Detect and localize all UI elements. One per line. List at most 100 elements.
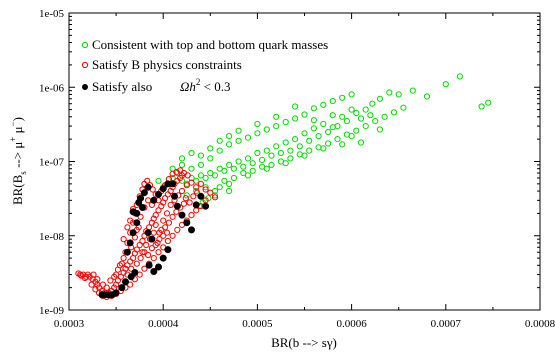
point-b-physics — [167, 201, 174, 208]
point-relic-density — [139, 204, 146, 211]
point-consistent-masses — [183, 192, 190, 199]
point-b-physics — [94, 276, 101, 283]
point-b-physics — [163, 210, 171, 217]
x-tick-label: 0.0008 — [525, 318, 555, 330]
point-b-physics — [163, 229, 171, 236]
point-consistent-masses — [386, 89, 393, 96]
point-b-physics — [211, 194, 219, 201]
point-b-physics — [183, 182, 190, 189]
point-b-physics — [178, 187, 186, 195]
point-b-physics — [141, 265, 148, 272]
point-consistent-masses — [216, 147, 223, 154]
point-consistent-masses — [277, 149, 284, 157]
y-tick-label: 1e-05 — [39, 8, 65, 20]
point-consistent-masses — [207, 169, 214, 177]
point-consistent-masses — [301, 111, 308, 118]
point-consistent-masses — [343, 118, 350, 125]
point-consistent-masses — [197, 161, 204, 168]
point-consistent-masses — [254, 120, 261, 128]
point-consistent-masses — [306, 147, 313, 154]
point-consistent-masses — [329, 112, 336, 119]
point-b-physics — [184, 172, 191, 179]
point-relic-density — [171, 192, 178, 200]
point-consistent-masses — [268, 152, 275, 159]
point-consistent-masses — [367, 112, 374, 119]
point-consistent-masses — [339, 94, 346, 101]
point-relic-density — [183, 219, 191, 227]
point-relic-density — [148, 235, 156, 243]
point-relic-density — [159, 254, 167, 262]
point-consistent-masses — [263, 126, 270, 133]
point-b-physics — [160, 217, 167, 224]
point-b-physics — [173, 169, 180, 176]
axis-ticks: 0.0003 0.0004 0.0005 0.0006 0.0007 0.0008 1e-0… — [39, 8, 555, 330]
point-consistent-masses — [353, 127, 360, 134]
point-b-physics — [139, 249, 146, 256]
point-b-physics — [188, 179, 195, 186]
point-b-physics — [81, 274, 89, 282]
point-b-physics — [128, 265, 135, 272]
point-relic-density — [202, 202, 210, 210]
legend-label-b-physics: Satisfy B physics constraints — [92, 57, 242, 72]
point-b-physics — [124, 224, 131, 231]
point-consistent-masses — [202, 184, 209, 191]
point-consistent-masses — [353, 109, 360, 117]
point-b-physics — [127, 217, 134, 224]
point-consistent-masses — [216, 165, 223, 172]
point-relic-density — [123, 248, 131, 256]
point-b-physics — [120, 236, 127, 243]
point-relic-density — [169, 180, 177, 188]
point-b-physics — [202, 186, 209, 193]
point-consistent-masses — [320, 101, 327, 108]
point-consistent-masses — [296, 143, 303, 150]
point-consistent-masses — [178, 155, 186, 162]
point-consistent-masses — [376, 126, 383, 133]
point-consistent-masses — [409, 87, 416, 94]
point-consistent-masses — [273, 113, 280, 120]
point-consistent-masses — [400, 104, 407, 111]
point-b-physics — [194, 189, 201, 196]
point-consistent-masses — [263, 147, 270, 154]
point-b-physics — [99, 281, 107, 288]
point-b-physics — [137, 255, 144, 262]
point-consistent-masses — [372, 118, 379, 125]
point-b-physics — [139, 237, 146, 245]
point-consistent-masses — [348, 106, 355, 113]
point-consistent-masses — [244, 155, 252, 162]
point-relic-density — [159, 185, 167, 193]
point-consistent-masses — [178, 161, 186, 168]
point-b-physics — [169, 170, 176, 177]
point-relic-density — [150, 268, 158, 275]
point-consistent-masses — [348, 91, 355, 98]
legend-label-consistent: Consistent with top and bottom quark mas… — [92, 37, 328, 52]
point-consistent-masses — [339, 113, 346, 120]
point-consistent-masses — [395, 91, 402, 98]
point-b-physics — [180, 200, 187, 207]
point-consistent-masses — [310, 105, 317, 112]
point-consistent-masses — [287, 155, 294, 162]
point-b-physics — [137, 213, 144, 220]
point-consistent-masses — [254, 149, 261, 157]
point-relic-density — [144, 229, 152, 237]
point-b-physics — [88, 281, 95, 288]
point-consistent-masses — [226, 141, 233, 148]
point-relic-density — [127, 273, 135, 281]
point-relic-density — [112, 289, 120, 297]
point-consistent-masses — [263, 165, 270, 172]
point-consistent-masses — [235, 158, 242, 165]
point-b-physics — [152, 241, 159, 249]
point-consistent-masses — [390, 109, 398, 116]
x-tick-label: 0.0007 — [431, 318, 462, 330]
point-b-physics — [145, 251, 152, 259]
point-consistent-masses — [348, 133, 355, 140]
point-b-physics — [160, 232, 167, 239]
point-consistent-masses — [357, 139, 365, 146]
point-consistent-masses — [249, 167, 256, 174]
point-consistent-masses — [259, 156, 266, 163]
point-relic-density — [173, 202, 181, 210]
y-tick-label: 1e-09 — [39, 305, 65, 317]
point-b-physics — [164, 237, 171, 245]
point-consistent-masses — [226, 161, 233, 168]
point-b-physics — [143, 241, 150, 249]
